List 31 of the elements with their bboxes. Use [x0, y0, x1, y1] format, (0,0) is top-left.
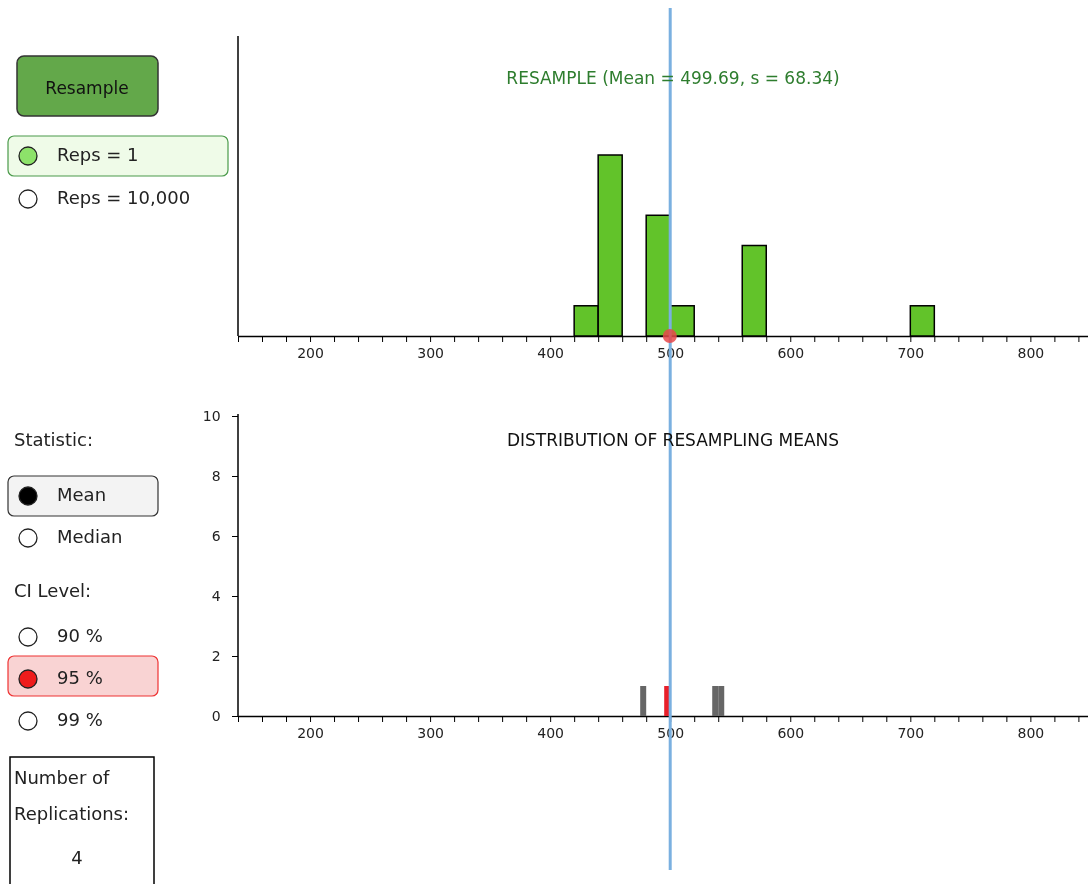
x-tick-label: 200	[297, 344, 324, 361]
y-tick-label: 6	[211, 527, 221, 544]
x-tick-label: 800	[1017, 344, 1045, 361]
y-tick-label: 4	[211, 587, 221, 604]
text: Median	[57, 526, 123, 547]
text: 99 %	[57, 709, 103, 730]
y-tick-label: 2	[211, 647, 221, 664]
x-tick-label: 300	[417, 344, 444, 361]
y-tick-label: 0	[211, 707, 221, 724]
x-tick-label: 400	[537, 344, 565, 361]
text: Reps = 1	[57, 144, 139, 165]
text: Replications:	[14, 803, 130, 824]
text: 90 %	[57, 625, 103, 646]
text: Number of	[14, 767, 111, 788]
x-tick-label: 800	[1017, 724, 1045, 741]
text: 4	[71, 847, 83, 868]
x-tick-label: 700	[897, 344, 925, 361]
y-tick-label: 10	[202, 407, 221, 424]
text: CI Level:	[14, 580, 92, 601]
y-tick-label: 8	[211, 467, 221, 484]
text: 95 %	[57, 667, 103, 688]
text: Resample	[45, 78, 129, 98]
text: Statistic:	[14, 429, 93, 450]
text: Reps = 10,000	[57, 187, 191, 208]
x-tick-label: 400	[537, 724, 565, 741]
x-tick-label: 300	[417, 724, 444, 741]
x-tick-label: 700	[897, 724, 925, 741]
text: Mean	[57, 484, 107, 505]
x-tick-label: 600	[777, 724, 805, 741]
x-tick-label: 600	[777, 344, 805, 361]
x-tick-label: 200	[297, 724, 324, 741]
